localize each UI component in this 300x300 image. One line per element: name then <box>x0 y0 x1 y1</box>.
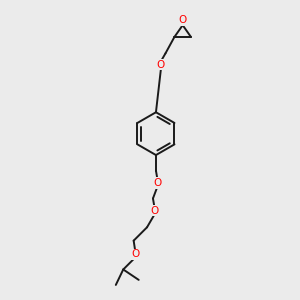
Text: O: O <box>153 178 162 188</box>
Text: O: O <box>157 60 165 70</box>
Text: O: O <box>178 15 187 25</box>
Text: O: O <box>150 206 159 216</box>
Text: O: O <box>131 249 139 259</box>
